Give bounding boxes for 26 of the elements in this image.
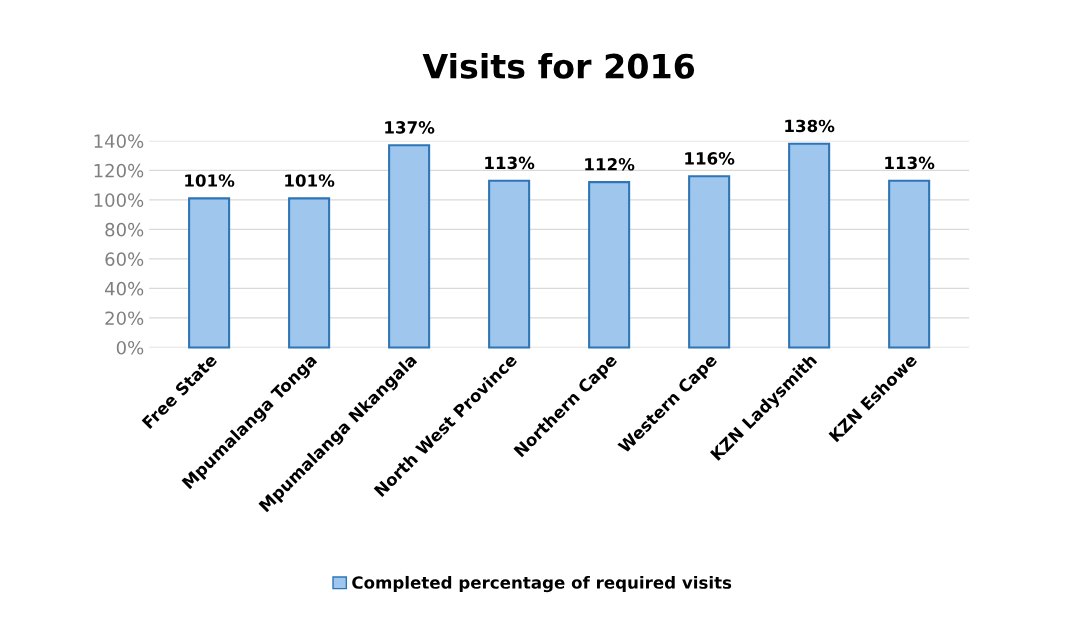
chart-title: Visits for 2016	[422, 53, 695, 79]
y-tick-label: 140%	[94, 134, 144, 148]
y-tick-label: 60%	[105, 252, 144, 267]
bar	[888, 179, 931, 349]
bar	[588, 181, 631, 349]
y-tick-label: 100%	[94, 193, 144, 207]
bar	[788, 142, 831, 349]
bar	[288, 197, 331, 349]
bar	[688, 175, 731, 349]
bar	[388, 144, 431, 349]
data-label: 113%	[885, 156, 935, 170]
data-label: 101%	[285, 174, 335, 187]
y-tick-label: 120%	[94, 163, 144, 178]
data-label: 116%	[685, 152, 735, 165]
y-tick-label: 20%	[105, 311, 144, 326]
data-label: 113%	[485, 156, 535, 170]
data-label: 138%	[785, 119, 835, 133]
bar	[188, 197, 231, 349]
data-label: 101%	[185, 174, 235, 187]
data-label: 112%	[585, 158, 635, 171]
y-tick-label: 80%	[105, 222, 144, 237]
y-tick-label: 0%	[116, 340, 144, 355]
bar	[488, 179, 531, 349]
y-tick-label: 40%	[104, 281, 144, 296]
legend-label: Completed percentage of required visits	[352, 575, 732, 593]
data-label: 137%	[385, 121, 435, 134]
